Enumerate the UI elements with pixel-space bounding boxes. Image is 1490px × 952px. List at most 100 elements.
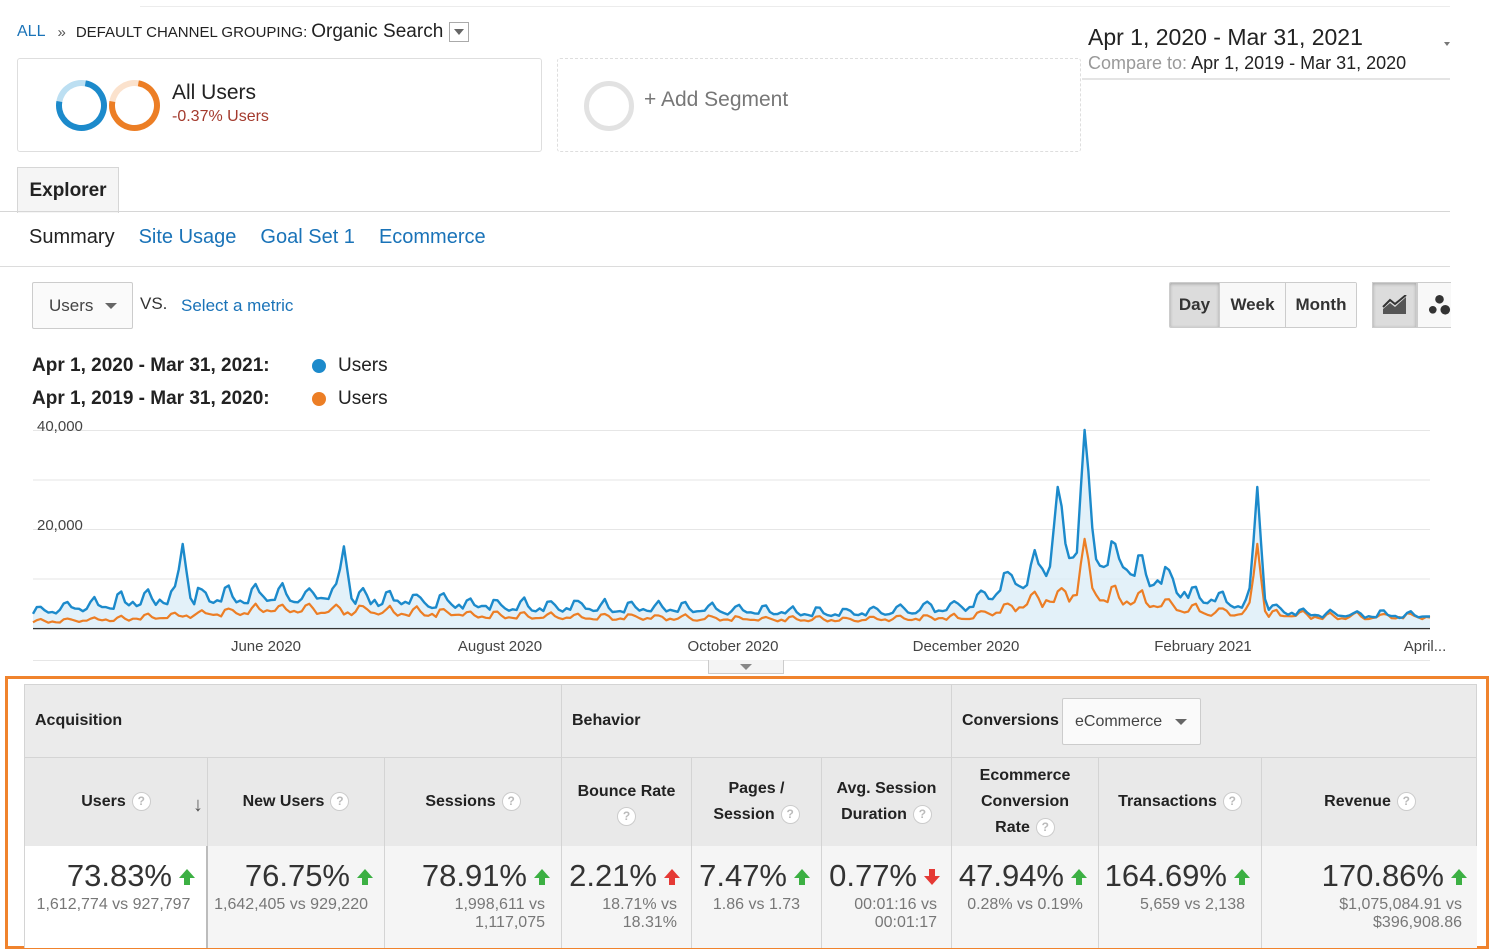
metric-avg-session-duration-header[interactable]: Avg. Session Duration?	[822, 758, 952, 846]
trend-arrow	[923, 858, 941, 894]
subtab-summary[interactable]: Summary	[29, 226, 115, 248]
help-icon[interactable]: ?	[780, 805, 800, 825]
trend-arrow	[793, 858, 811, 894]
compare-label: Compare to:	[1088, 53, 1188, 73]
metric-new-users-header[interactable]: New Users?	[208, 758, 385, 846]
add-segment-label: + Add Segment	[644, 88, 789, 111]
metric-users-comparison: 1,612,774 vs 927,797	[36, 896, 191, 913]
conversions-select[interactable]: eCommerce	[1062, 698, 1201, 745]
help-icon[interactable]: ?	[1222, 792, 1242, 812]
x-tick-label: August 2020	[458, 638, 542, 655]
arrow-up-icon	[794, 869, 810, 885]
collapse-chart-toggle[interactable]	[708, 660, 784, 674]
legend-current-dot	[312, 359, 326, 373]
x-tick-label: June 2020	[231, 638, 301, 655]
stats-header-row: Users? ↓ New Users? Sessions? Bounce Rate? Pa…	[24, 758, 1477, 846]
chevron-down-icon	[1175, 719, 1187, 725]
line-chart-view-button[interactable]	[1372, 282, 1417, 328]
primary-metric-value: Users	[49, 295, 94, 315]
y-tick-label: 20,000	[37, 517, 83, 534]
line-chart-icon	[1381, 295, 1407, 314]
subtab-ecommerce[interactable]: Ecommerce	[378, 226, 486, 248]
legend-previous-date: Apr 1, 2019 - Mar 31, 2020:	[32, 388, 270, 409]
legend-previous: Apr 1, 2019 - Mar 31, 2020: Users	[32, 388, 388, 410]
breadcrumb-separator: »	[57, 23, 66, 41]
metric-bounce-rate-cell: 2.21% 18.71% vs 18.31%	[562, 846, 692, 948]
change-value: 0.77%	[829, 858, 917, 893]
metric-ecommerce-conversion-rate-change: 47.94%	[959, 858, 1088, 894]
change-value: 7.47%	[699, 858, 787, 893]
change-value: 73.83%	[66, 858, 172, 893]
help-icon[interactable]: ?	[1035, 818, 1055, 838]
header-text: Ecommerce	[979, 767, 1071, 784]
date-range-picker[interactable]: Apr 1, 2020 - Mar 31, 2021 Compare to: A…	[1082, 22, 1450, 80]
period-day-button[interactable]: Day	[1170, 283, 1220, 327]
subtab-goal-set-1[interactable]: Goal Set 1	[260, 226, 355, 248]
help-icon[interactable]: ?	[330, 792, 350, 812]
subtab-divider	[0, 266, 1450, 267]
header-text: New Users	[242, 793, 325, 810]
metric-users-cell: 73.83% 1,612,774 vs 927,797	[25, 846, 208, 948]
metric-new-users-comparison: 1,642,405 vs 929,220	[214, 896, 368, 913]
metric-avg-session-duration-change: 0.77%	[829, 858, 941, 894]
arrow-down-icon	[924, 869, 940, 885]
header-text: Duration	[841, 806, 907, 823]
header-text: Bounce Rate	[577, 782, 676, 800]
period-month-button[interactable]: Month	[1286, 283, 1356, 327]
metric-transactions-change: 164.69%	[1105, 858, 1251, 894]
help-icon[interactable]: ?	[501, 792, 521, 812]
metric-transactions-comparison: 5,659 vs 2,138	[1140, 896, 1245, 913]
group-conversions: Conversions	[962, 712, 1059, 729]
legend-current-series: Users	[338, 355, 388, 376]
empty-segment-ring-icon	[584, 81, 634, 131]
metric-revenue-header[interactable]: Revenue?	[1262, 758, 1478, 846]
select-metric-link[interactable]: Select a metric	[181, 296, 294, 315]
change-value: 170.86%	[1321, 858, 1444, 893]
metric-users-header[interactable]: Users? ↓	[25, 758, 208, 846]
legend-previous-series: Users	[338, 388, 388, 409]
metric-avg-session-duration-cell: 0.77% 00:01:16 vs 00:01:17	[822, 846, 952, 948]
header-text: Users	[81, 793, 126, 810]
sort-descending-icon[interactable]: ↓	[193, 794, 203, 816]
metric-bounce-rate-header[interactable]: Bounce Rate?	[562, 758, 692, 846]
trend-arrow	[178, 858, 196, 894]
breadcrumb-dimension-label: DEFAULT CHANNEL GROUPING:	[75, 23, 308, 41]
segment-all-users[interactable]: All Users -0.37% Users	[17, 58, 542, 152]
header-text: Sessions	[425, 793, 496, 810]
metric-ecommerce-conversion-rate-label: Ecommerce Conversion Rate?	[979, 763, 1071, 841]
legend-current: Apr 1, 2020 - Mar 31, 2021: Users	[32, 355, 388, 377]
breadcrumb-all-link[interactable]: ALL	[17, 23, 46, 40]
arrow-up-icon	[1234, 869, 1250, 885]
header-text: Rate	[995, 819, 1030, 836]
help-icon[interactable]: ?	[1396, 792, 1416, 812]
trend-arrow	[1233, 858, 1251, 894]
y-tick-label: 40,000	[37, 418, 83, 435]
metric-pages-session-header[interactable]: Pages / Session?	[692, 758, 822, 846]
top-divider	[140, 6, 1450, 7]
change-value: 78.91%	[421, 858, 527, 893]
help-icon[interactable]: ?	[131, 792, 151, 812]
metric-ecommerce-conversion-rate-header[interactable]: Ecommerce Conversion Rate?	[952, 758, 1099, 846]
dimension-dropdown-button[interactable]	[449, 22, 470, 42]
period-week-button[interactable]: Week	[1220, 283, 1286, 327]
add-segment-button[interactable]: + Add Segment	[557, 58, 1081, 152]
tab-explorer[interactable]: Explorer	[17, 167, 119, 213]
subtab-site-usage[interactable]: Site Usage	[138, 226, 237, 248]
metric-transactions-header[interactable]: Transactions?	[1099, 758, 1262, 846]
metric-bounce-rate-label: Bounce Rate?	[577, 779, 676, 826]
metric-sessions-label: Sessions?	[425, 789, 521, 815]
help-icon[interactable]: ?	[616, 806, 636, 826]
primary-metric-select[interactable]: Users	[32, 282, 133, 329]
compare-value: Apr 1, 2019 - Mar 31, 2020	[1191, 53, 1407, 73]
period-toggle-group: Day Week Month	[1169, 282, 1357, 328]
breadcrumb: ALL » DEFAULT CHANNEL GROUPING: Organic …	[17, 20, 470, 44]
arrow-up-icon	[534, 869, 550, 885]
motion-chart-view-button[interactable]	[1417, 282, 1451, 328]
segment-title: All Users	[172, 81, 257, 104]
metric-users-label: Users?	[81, 789, 151, 815]
users-line-chart: 20,000 40,000 June 2020 August 2020 October …	[31, 418, 1446, 661]
x-tick-label: October 2020	[688, 638, 779, 655]
segment-ring-previous-icon	[98, 69, 171, 142]
help-icon[interactable]: ?	[912, 805, 932, 825]
metric-sessions-header[interactable]: Sessions?	[385, 758, 562, 846]
